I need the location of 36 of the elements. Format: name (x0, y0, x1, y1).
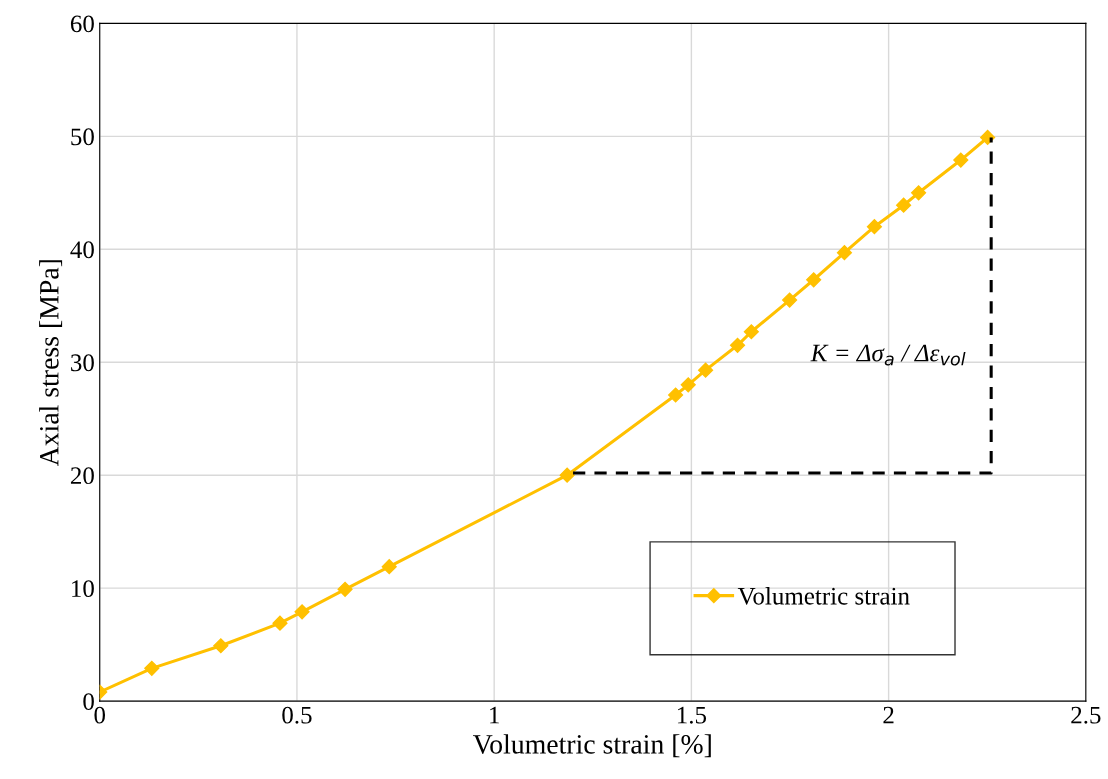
point (559, 467, 575, 483)
point (743, 324, 759, 340)
point (806, 272, 822, 288)
y-tick-label: 60 (70, 15, 94, 33)
point (698, 362, 714, 378)
y-tick-label: 0 (83, 693, 94, 711)
point (953, 152, 969, 168)
point (272, 615, 288, 631)
y-axis-title: Axial stress [MPa] (39, 260, 63, 467)
x-tick-label: 2.5 (1071, 706, 1101, 724)
point (213, 638, 229, 654)
point (836, 245, 853, 261)
point (668, 387, 684, 403)
point (680, 377, 696, 393)
x-tick-label: 1 (490, 706, 499, 724)
point (911, 185, 927, 201)
x-tick-label: 1.5 (677, 706, 707, 724)
y-tick-label: 10 (72, 580, 94, 598)
point (294, 604, 310, 620)
x-tick-label: 0 (94, 706, 106, 724)
point (337, 581, 353, 597)
point (866, 219, 882, 235)
y-tick-label: 30 (71, 354, 94, 372)
y-tick-label: 50 (71, 128, 94, 146)
x-tick-label: 0.5 (282, 706, 312, 724)
point (381, 559, 397, 575)
legend-label: Volumetric strain (737, 587, 910, 605)
annotation: K = Δσ$_{a}$ / Δε$_{vol}$ (810, 344, 966, 366)
point (144, 660, 160, 676)
y-tick-label: 40 (70, 241, 94, 259)
point (782, 292, 798, 308)
x-tick-label: 2 (883, 706, 894, 724)
point (896, 197, 912, 213)
y-tick-label: 20 (70, 467, 94, 485)
x-axis-title: Volumetric strain [%] (473, 734, 711, 758)
point (729, 337, 746, 353)
